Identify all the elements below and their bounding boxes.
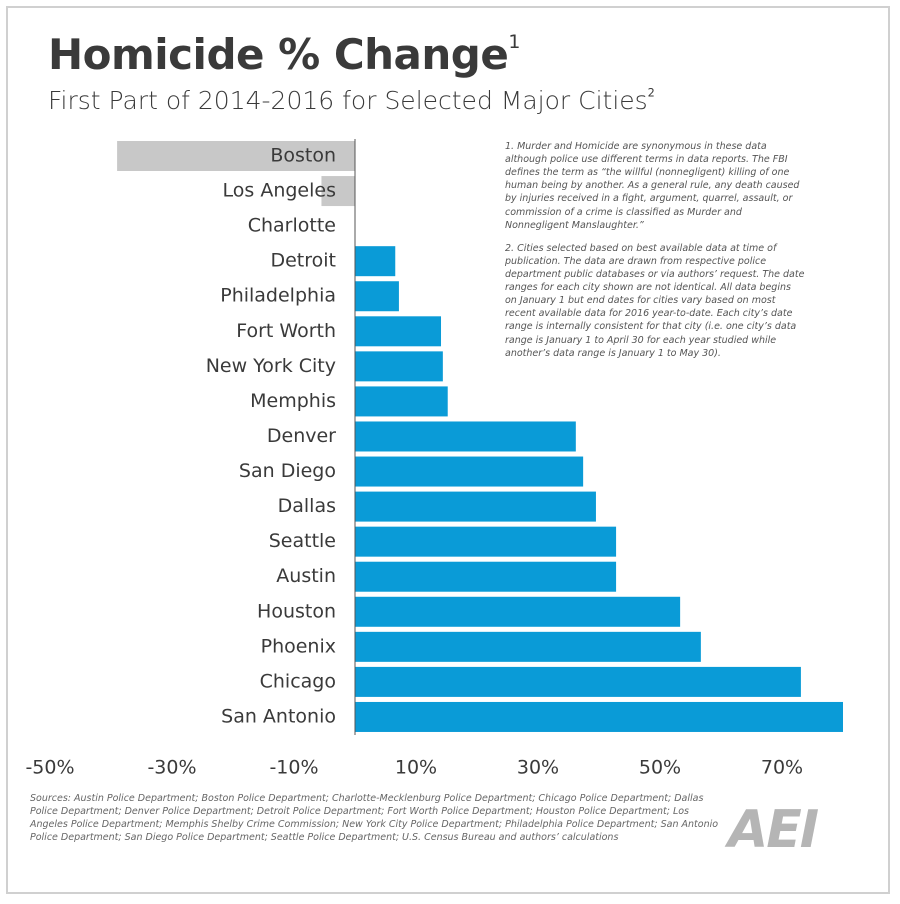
logo: AEI — [728, 800, 819, 860]
bar — [321, 176, 355, 207]
bar — [355, 421, 576, 452]
title-text: Homicide % Change — [48, 30, 509, 79]
category-label: Austin — [276, 565, 336, 587]
bar — [355, 631, 701, 662]
category-label: New York City — [206, 355, 336, 377]
bar — [355, 701, 843, 732]
sources: Sources: Austin Police Department; Bosto… — [30, 793, 719, 844]
bar — [355, 491, 596, 522]
category-label: Boston — [270, 145, 336, 167]
category-label: Seattle — [269, 530, 336, 552]
x-tick-label: 10% — [395, 757, 437, 779]
category-label: Philadelphia — [220, 285, 336, 307]
category-label: Denver — [267, 425, 336, 447]
chart-title: Homicide % Change1 — [48, 30, 520, 79]
category-label: Chicago — [260, 670, 336, 692]
category-label: Memphis — [250, 390, 336, 412]
bar — [355, 666, 801, 697]
bar — [355, 351, 443, 382]
subtitle-note-ref: 2 — [647, 86, 655, 100]
category-label: Charlotte — [248, 215, 336, 237]
frame — [6, 6, 890, 894]
category-label: Los Angeles — [223, 180, 336, 202]
bar — [355, 561, 617, 592]
x-tick-label: 50% — [639, 757, 681, 779]
bar — [355, 596, 681, 627]
x-tick-label: 30% — [517, 757, 559, 779]
bar — [355, 281, 399, 312]
category-label: San Diego — [239, 460, 336, 482]
x-tick-label: -10% — [269, 757, 318, 779]
note: 2. Cities selected based on best availab… — [505, 242, 805, 359]
category-label: Phoenix — [261, 635, 336, 657]
x-tick-label: -30% — [147, 757, 196, 779]
category-label: San Antonio — [221, 705, 336, 727]
category-label: Detroit — [270, 250, 336, 272]
bar — [117, 141, 355, 171]
bar — [355, 316, 442, 347]
note: 1. Murder and Homicide are synonymous in… — [505, 141, 800, 231]
bar — [355, 246, 396, 277]
subtitle-text: First Part of 2014-2016 for Selected Maj… — [48, 86, 648, 115]
x-tick-label: -50% — [25, 757, 74, 779]
category-label: Houston — [257, 600, 336, 622]
category-label: Fort Worth — [236, 320, 336, 342]
chart-subtitle: First Part of 2014-2016 for Selected Maj… — [48, 86, 655, 115]
title-note-ref: 1 — [508, 31, 520, 54]
bar — [355, 526, 617, 557]
notes: 1. Murder and Homicide are synonymous in… — [505, 140, 805, 370]
category-label: Dallas — [278, 495, 336, 517]
x-tick-label: 70% — [761, 757, 803, 779]
bar — [355, 386, 448, 417]
bar — [355, 456, 584, 487]
